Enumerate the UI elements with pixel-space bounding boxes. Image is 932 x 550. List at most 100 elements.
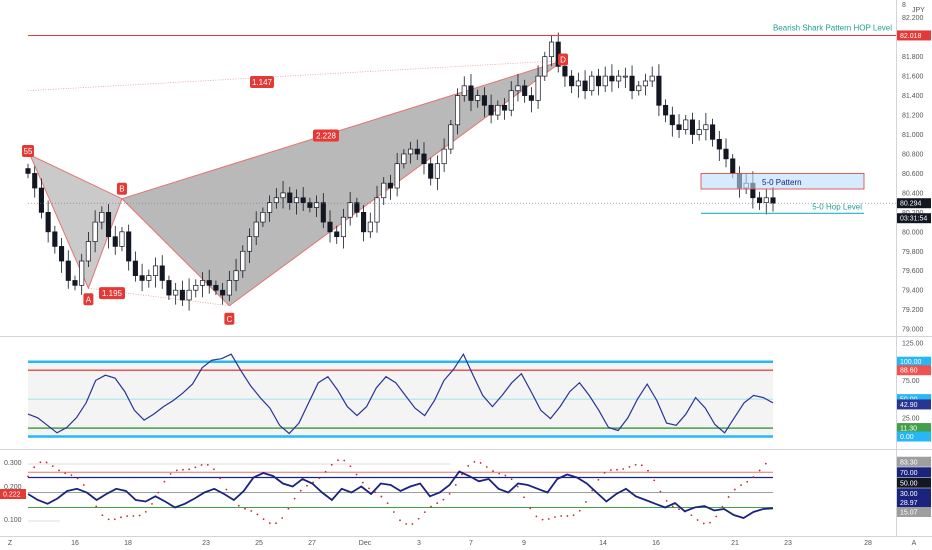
oscillator-1-axis[interactable]: 125.00100.0088.6075.0050.0042.9025.0011.… xyxy=(897,341,931,442)
candle-body xyxy=(495,104,501,116)
oscillator-2-dot xyxy=(107,518,110,521)
oscillator-2-dot xyxy=(647,469,649,472)
candle-body xyxy=(582,80,588,92)
time-tick-label: 23 xyxy=(202,540,210,547)
candle-body xyxy=(179,289,185,301)
candle-body xyxy=(595,75,602,87)
oscillator-2-dot xyxy=(306,484,308,487)
oscillator-2-dot xyxy=(281,517,284,519)
candle-body xyxy=(253,221,259,238)
candle-body xyxy=(65,260,71,281)
oscillator-2-dot xyxy=(653,479,656,482)
time-tick-label: 16 xyxy=(71,540,79,547)
price-tag-text: 03:31:54 xyxy=(900,216,927,223)
candle-body xyxy=(72,280,78,286)
oscillator-2-dot xyxy=(746,480,749,483)
candle-body xyxy=(220,289,226,296)
time-tick-label: 16 xyxy=(652,540,660,547)
pattern-point-x: 55 xyxy=(24,147,33,156)
candle-body xyxy=(260,212,266,223)
ratio-label-xd: 1.147 xyxy=(252,78,273,87)
oscillator-2-levels xyxy=(28,463,773,522)
candle-body xyxy=(59,246,65,262)
candle-body xyxy=(92,221,98,242)
price-tag-text: 80.294 xyxy=(900,201,922,208)
oscillator-2-dot xyxy=(448,492,451,495)
oscillator-2-dot xyxy=(616,468,618,471)
oscillator-2-bg xyxy=(0,450,896,536)
oscillator-2-dot xyxy=(560,515,563,517)
oscillator-2-dot xyxy=(194,466,197,469)
time-tick-label: 14 xyxy=(599,540,607,547)
currency-label: JPY xyxy=(912,7,925,14)
candle-body xyxy=(414,148,420,155)
oscillator-2-dot xyxy=(547,518,550,520)
candle-body xyxy=(716,139,722,150)
oscillator-2-dot xyxy=(597,478,600,481)
price-panel-bg xyxy=(0,0,896,336)
candle-body xyxy=(710,124,716,140)
candle-body xyxy=(199,280,206,286)
price-tick-label: 81.200 xyxy=(902,113,924,120)
candle-body xyxy=(676,124,682,130)
pattern-point-d: D xyxy=(560,56,566,65)
five-zero-hop-label: 5-0 Hop Level xyxy=(812,202,862,211)
overlay-annotations: Bearish Shark Pattern HOP Level 5-0 Patte… xyxy=(22,23,896,325)
price-tick-label: 82.200 xyxy=(902,15,924,22)
oscillator-2-dot xyxy=(516,485,519,488)
price-panel[interactable]: Bearish Shark Pattern HOP Level 5-0 Patte… xyxy=(0,0,896,336)
candle-body xyxy=(381,182,387,199)
oscillator-2-tag: 83.30 xyxy=(900,459,918,466)
oscillator-2-dot xyxy=(343,459,346,462)
time-tick-label: 27 xyxy=(308,540,316,547)
oscillator-panel-1[interactable] xyxy=(0,337,896,449)
candle-body xyxy=(602,75,608,87)
price-tick-label: 79.800 xyxy=(902,249,924,256)
time-tick-label: 23 xyxy=(784,540,792,547)
oscillator-1-bg xyxy=(0,337,896,449)
candle-body xyxy=(461,85,467,96)
oscillator-2-dot xyxy=(386,502,389,505)
ratio-label-ac-bg xyxy=(99,287,125,300)
candle-body xyxy=(166,280,172,296)
oscillator-2-dot xyxy=(696,519,699,521)
oscillator-2-dot xyxy=(678,508,680,511)
candle-body xyxy=(206,280,212,286)
oscillator-2-dot xyxy=(628,465,631,468)
price-tick-label: 80.600 xyxy=(902,171,924,178)
oscillator-2-dot xyxy=(752,476,755,478)
oscillator-2-dot xyxy=(213,468,215,471)
ratio-label-bd: 2.228 xyxy=(316,131,337,140)
oscillator-2-dot xyxy=(244,507,246,510)
candle-body xyxy=(569,75,575,87)
oscillator-2-dot xyxy=(671,505,674,508)
price-tag-text: 82.018 xyxy=(900,33,922,40)
candle-body xyxy=(213,284,219,291)
oscillator-2-axis[interactable]: 0.300 0.200 0.100 83.30 70.00 50.00 30.00 28.97… xyxy=(4,456,931,524)
oscillator-2-tag: 70.00 xyxy=(900,470,918,477)
candle-body xyxy=(689,119,696,135)
oscillator-2-dot xyxy=(405,523,408,525)
oscillator-2-dot xyxy=(721,505,724,508)
oscillator-2-dot xyxy=(578,509,581,512)
candle-body xyxy=(193,284,199,291)
candle-body xyxy=(173,289,179,296)
oscillator-2-dot xyxy=(27,475,29,478)
candle-body xyxy=(240,250,246,272)
pattern-point-a-bg xyxy=(83,293,94,306)
time-tick-label: 3 xyxy=(417,540,421,547)
oscillator-2-dot xyxy=(299,489,302,492)
oscillator-1-tick: 75.00 xyxy=(902,378,920,385)
ratio-label-ac: 1.195 xyxy=(102,289,123,298)
oscillator-panel-2[interactable]: 0.222 xyxy=(0,450,896,536)
oscillator-2-dot xyxy=(349,465,352,467)
candle-body xyxy=(132,260,138,276)
oscillator-2-dot xyxy=(64,472,67,475)
price-axis[interactable]: 82.20082.00081.80081.60081.40081.20081.0… xyxy=(897,2,931,334)
oscillator-1-tag-bg xyxy=(897,394,931,405)
time-axis[interactable]: 16 18 23 25 27 Dec 3 7 9 14 16 21 23 28 Z A xyxy=(8,540,917,547)
candle-body xyxy=(421,153,427,165)
oscillator-2-dot xyxy=(380,495,383,498)
oscillator-2-dot xyxy=(120,516,122,519)
